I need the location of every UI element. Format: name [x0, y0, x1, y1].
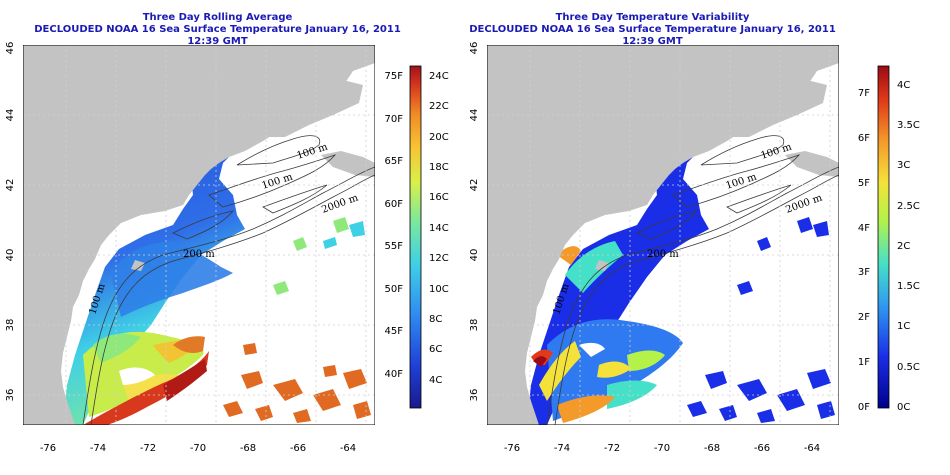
right-colorbar-c-label: 1C	[897, 321, 910, 332]
left-colorbar-c-label: 10C	[429, 284, 449, 295]
right-lon-tick: -70	[654, 443, 670, 454]
right-colorbar-c-label: 0.5C	[897, 362, 920, 373]
left-lon-tick: -68	[240, 443, 256, 454]
left-colorbar-c-label: 6C	[429, 344, 442, 355]
right-colorbar-c-label: 2C	[897, 241, 910, 252]
right-lon-tick: -64	[804, 443, 820, 454]
left-lat-tick: 44	[5, 109, 16, 122]
left-lon-tick: -76	[40, 443, 56, 454]
right-colorbar-f-label: 6F	[858, 133, 870, 144]
left-colorbar-f-label: 70F	[385, 114, 404, 125]
left-colorbar-f-label: 50F	[385, 284, 404, 295]
left-lat-tick: 36	[5, 389, 16, 402]
left-colorbar-f-label: 75F	[385, 71, 404, 82]
right-colorbar-f-label: 4F	[858, 223, 870, 234]
right-colorbar-f-label: 5F	[858, 178, 870, 189]
left-lat-axis: 36 38 40 42 44 46	[5, 42, 16, 402]
right-lon-tick: -68	[704, 443, 720, 454]
right-map-subtitle: DECLOUDED NOAA 16 Sea Surface Temperatur…	[469, 24, 836, 47]
right-colorbar-c-label: 3C	[897, 160, 910, 171]
right-variability-field	[527, 61, 835, 425]
left-lat-tick: 40	[5, 249, 16, 262]
left-lat-tick: 46	[5, 42, 16, 55]
left-colorbar-c-label: 16C	[429, 192, 449, 203]
left-lon-tick: -64	[340, 443, 356, 454]
right-lon-axis: -76 -74 -72 -70 -68 -66 -64	[504, 443, 820, 454]
left-colorbar-c-label: 14C	[429, 223, 449, 234]
right-colorbar-gradient	[877, 65, 890, 409]
right-colorbar-c-label: 2.5C	[897, 201, 920, 212]
left-isobath-label-200m: 200 m	[183, 249, 215, 260]
right-lat-tick: 46	[469, 42, 480, 55]
left-colorbar-c-label: 20C	[429, 132, 449, 143]
right-colorbar-c-label: 4C	[897, 80, 910, 91]
right-map-title-line1: Three Day Temperature Variability	[555, 12, 750, 23]
right-colorbar-c-label: 3.5C	[897, 120, 920, 131]
left-colorbar-c-label: 22C	[429, 101, 449, 112]
left-colorbar-f-label: 45F	[385, 326, 404, 337]
right-colorbar-f-label: 3F	[858, 267, 870, 278]
left-colorbar-f-label: 40F	[385, 369, 404, 380]
right-colorbar-f-label: 1F	[858, 357, 870, 368]
left-colorbar-c-label: 12C	[429, 253, 449, 264]
left-colorbar-f-label: 60F	[385, 199, 404, 210]
right-lon-tick: -76	[504, 443, 520, 454]
right-lat-axis: 36 38 40 42 44 46	[469, 42, 480, 402]
right-isobath-label-200m: 200 m	[647, 249, 679, 260]
left-lon-tick: -70	[190, 443, 206, 454]
right-lat-tick: 38	[469, 319, 480, 332]
left-warm-patches	[223, 343, 371, 423]
left-colorbar-c-label: 18C	[429, 162, 449, 173]
left-lon-tick: -74	[90, 443, 106, 454]
right-colorbar-f-label: 0F	[858, 402, 870, 413]
right-colorbar-c-label: 0C	[897, 402, 910, 413]
left-map-subtitle: DECLOUDED NOAA 16 Sea Surface Temperatur…	[34, 24, 401, 47]
right-lat-tick: 36	[469, 389, 480, 402]
right-lon-tick: -74	[554, 443, 570, 454]
left-colorbar-c-label: 8C	[429, 314, 442, 325]
left-lon-tick: -66	[290, 443, 306, 454]
right-low-patches	[687, 217, 835, 423]
left-colorbar-f-label: 65F	[385, 156, 404, 167]
right-lat-tick: 40	[469, 249, 480, 262]
right-lon-tick: -72	[604, 443, 620, 454]
right-map: 100 m 100 m 2000 m 200 m 100 m	[487, 45, 839, 425]
left-colorbar: 75F 70F 65F 60F 55F 50F 45F 40F 24C 22C …	[385, 65, 449, 409]
left-lon-axis: -76 -74 -72 -70 -68 -66 -64	[40, 443, 356, 454]
left-lat-tick: 42	[5, 179, 16, 192]
left-colorbar-gradient	[409, 65, 422, 409]
left-colorbar-c-label: 4C	[429, 375, 442, 386]
right-map-title: Three Day Temperature Variability DECLOU…	[455, 12, 850, 48]
left-colorbar-f-label: 55F	[385, 241, 404, 252]
left-sst-field	[63, 61, 371, 425]
right-colorbar: 7F 6F 5F 4F 3F 2F 1F 0F 4C 3.5C 3C 2.5C …	[858, 65, 920, 413]
left-map-title: Three Day Rolling Average DECLOUDED NOAA…	[20, 12, 415, 48]
left-lon-tick: -72	[140, 443, 156, 454]
left-map: 100 m 100 m 2000 m 200 m 100 m	[23, 45, 375, 425]
left-cyan-patches	[323, 221, 365, 249]
left-lat-tick: 38	[5, 319, 16, 332]
right-lat-tick: 44	[469, 109, 480, 122]
left-map-title-line1: Three Day Rolling Average	[142, 12, 293, 23]
right-lat-tick: 42	[469, 179, 480, 192]
right-colorbar-f-label: 7F	[858, 88, 870, 99]
left-colorbar-c-label: 24C	[429, 71, 449, 82]
left-mid-patches	[273, 217, 349, 295]
right-colorbar-c-label: 1.5C	[897, 281, 920, 292]
right-colorbar-f-label: 2F	[858, 312, 870, 323]
right-lon-tick: -66	[754, 443, 770, 454]
